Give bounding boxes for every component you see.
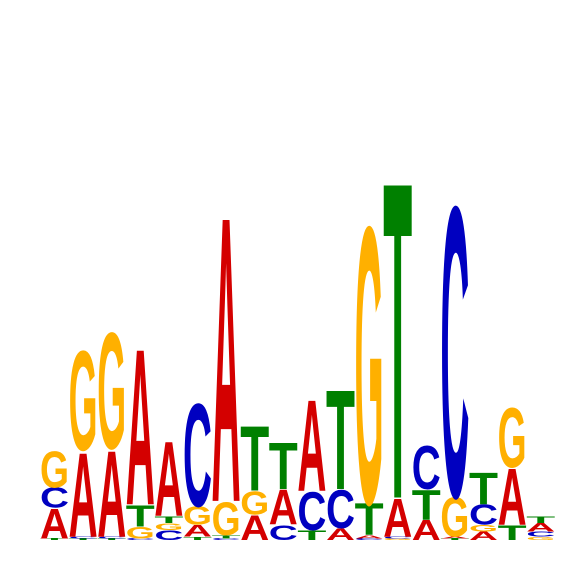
letter-T: T [240,406,269,510]
letter-C: C [383,536,412,539]
letter-G: G [469,523,498,534]
letter-C: C [526,530,555,538]
letter-C: C [297,482,326,542]
letter-A: A [126,302,155,551]
letter-G: G [240,485,269,522]
letter-A: A [526,521,555,534]
letter-T: T [383,88,412,566]
letter-C: C [183,372,212,537]
letter-G: G [526,536,555,541]
letter-A: A [440,536,469,539]
letter-C: C [326,480,355,540]
letter-T: T [183,536,213,541]
letter-T: T [412,481,441,529]
letter-A: A [355,534,384,539]
letter-C: C [212,538,241,541]
logo-position-11: ACT [326,362,355,544]
letter-T: T [269,430,298,504]
letter-T: T [498,521,528,545]
letter-T: T [326,362,355,520]
letter-G: G [498,389,527,485]
letter-G: G [97,298,126,484]
logo-position-17: TAG [498,389,528,545]
letter-G: G [183,501,212,530]
letter-G: G [440,486,469,550]
letter-T: T [469,463,498,514]
letter-G: G [154,521,183,532]
letter-C: C [126,538,155,541]
letter-C: C [40,482,69,514]
letter-G: G [383,538,412,541]
letter-C: C [69,536,98,539]
letter-T: T [69,538,99,541]
letter-A: A [154,421,183,540]
logo-position-14: ATC [412,434,441,546]
letter-T: T [297,527,327,543]
letter-T: T [440,538,470,541]
logo-position-9: CAT [269,430,298,544]
letter-T: T [40,538,70,541]
letter-T: T [355,494,384,545]
letter-A: A [183,521,212,540]
letter-A: A [69,428,98,564]
letter-C: C [269,521,298,545]
letter-A: A [212,132,241,566]
logo-position-8: AGT [240,406,269,548]
letter-C: C [154,528,183,544]
letter-T: T [154,515,183,526]
letter-A: A [498,451,527,542]
letter-A: A [97,426,126,563]
letter-A: A [383,489,412,549]
letter-G: G [212,493,241,546]
letter-A: A [240,509,269,548]
letter-C: C [412,434,441,503]
letter-C: C [97,536,126,539]
letter-G: G [40,440,69,499]
letter-T: T [526,515,555,526]
letter-A: A [297,374,326,519]
letter-C: C [469,499,498,531]
letter-T: T [212,534,242,539]
letter-A: A [269,480,298,536]
letter-A: A [326,525,355,544]
letter-T: T [126,499,156,533]
letter-A: A [412,515,441,547]
letter-A: A [40,499,69,547]
letter-T: T [97,538,127,541]
letter-G: G [69,323,98,482]
letter-G: G [126,524,155,542]
letter-C: C [355,538,384,541]
logo-position-10: TCA [297,374,327,543]
letter-A: A [469,530,498,543]
letter-C: C [440,120,469,566]
letter-G: G [355,144,384,566]
